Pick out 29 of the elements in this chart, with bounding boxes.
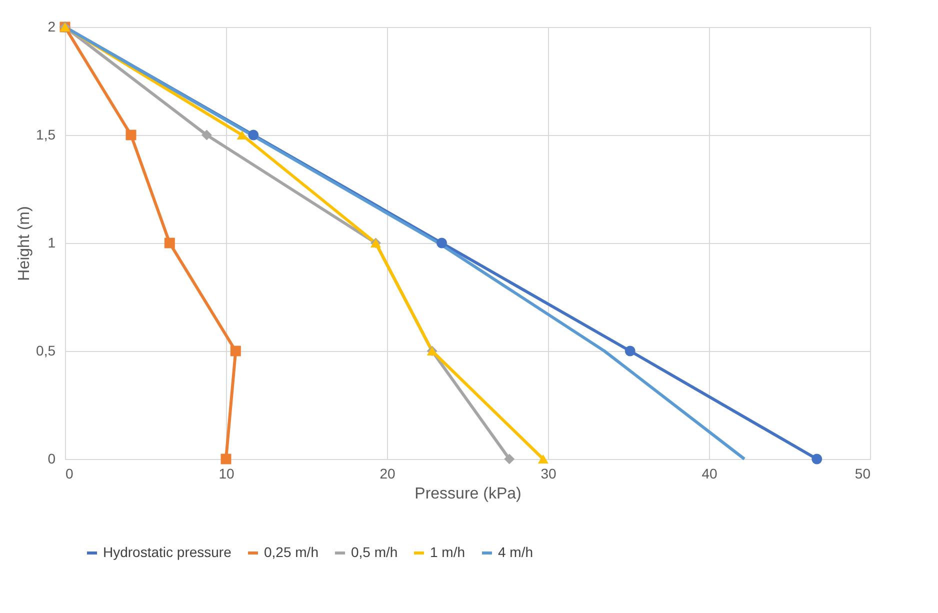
legend-label: Hydrostatic pressure xyxy=(103,544,232,560)
x-tick-label: 50 xyxy=(854,466,871,482)
y-tick-label: 0,5 xyxy=(36,342,56,358)
y-tick-label: 1 xyxy=(48,234,56,250)
point xyxy=(126,130,136,140)
point xyxy=(201,130,212,140)
legend-label: 4 m/h xyxy=(498,544,534,560)
y-tick-label: 1,5 xyxy=(36,126,56,142)
legend-label: 0,25 m/h xyxy=(264,544,318,560)
point xyxy=(248,130,259,140)
x-tick-label: 30 xyxy=(540,466,556,482)
legend-label: 0,5 m/h xyxy=(351,544,398,560)
x-tick-label: 0 xyxy=(66,466,74,482)
point xyxy=(812,454,822,464)
legend-label: 1 m/h xyxy=(430,544,466,560)
point xyxy=(164,238,175,248)
x-tick-label: 40 xyxy=(702,466,718,482)
point xyxy=(436,238,447,248)
y-tick-label: 2 xyxy=(48,18,56,34)
point xyxy=(220,454,232,464)
point xyxy=(538,454,548,464)
x-axis-title: Pressure (kPa) xyxy=(414,486,522,502)
point xyxy=(504,454,515,464)
point xyxy=(624,346,636,356)
x-tick-label: 10 xyxy=(218,466,234,482)
y-tick-label: 0 xyxy=(48,450,56,466)
x-tick-label: 20 xyxy=(380,466,396,482)
point xyxy=(230,346,241,356)
y-axis-title: Height (m) xyxy=(16,206,34,281)
